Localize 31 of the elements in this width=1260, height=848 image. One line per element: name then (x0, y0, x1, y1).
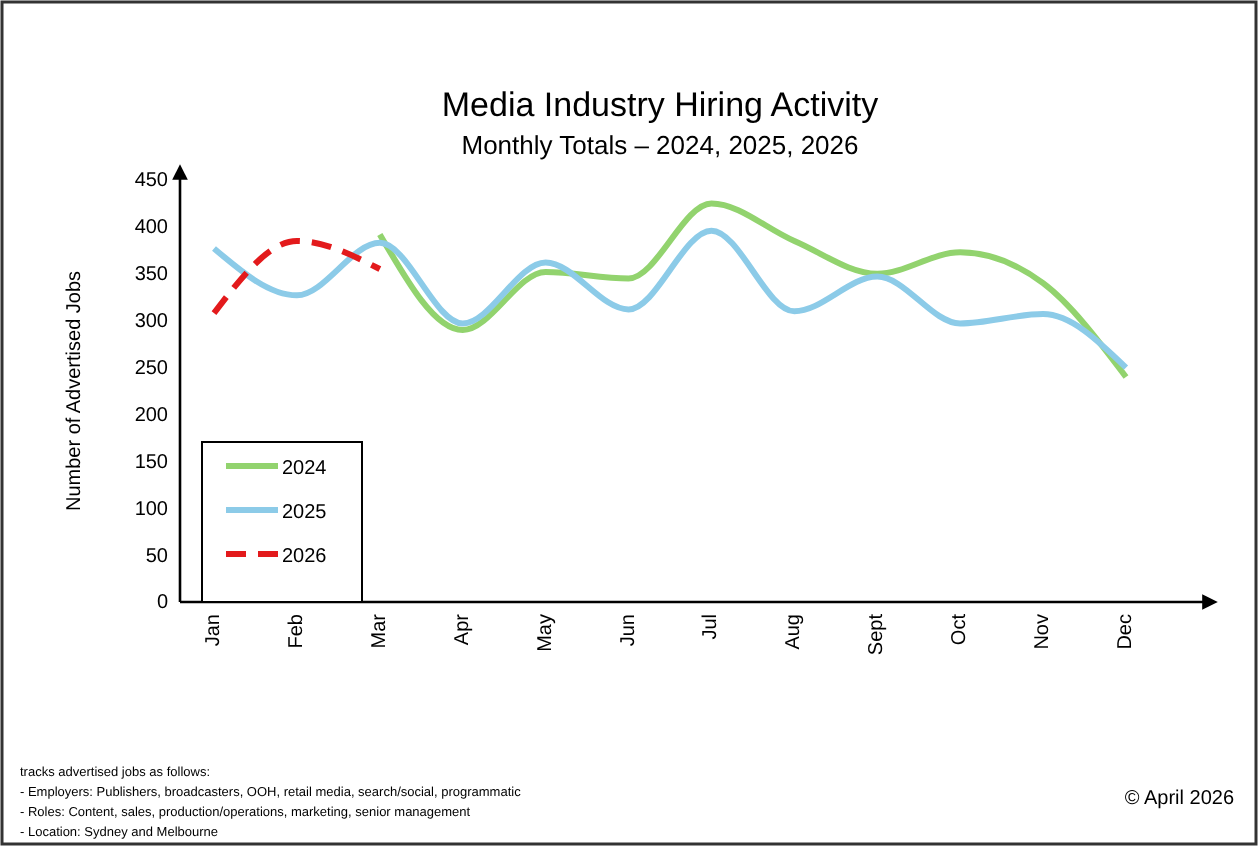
line-series (376, 200, 1129, 380)
y-tick-label: 50 (145, 545, 169, 568)
x-tick-label: Jun (617, 614, 640, 647)
y-tick-label: 350 (134, 264, 169, 287)
chart-title: Media Industry Hiring Activity (441, 86, 880, 124)
y-tick-label: 400 (134, 217, 169, 240)
legend-label: 2024 (282, 458, 328, 480)
x-tick-label: Feb (285, 613, 308, 649)
x-tick-label: Oct (949, 613, 972, 646)
y-tick-label: 200 (134, 404, 169, 427)
legend-label: 2025 (282, 502, 328, 524)
y-tick-label: 250 (134, 357, 169, 380)
y-tick-label: 0 (156, 592, 169, 615)
y-tick-label: 100 (134, 498, 169, 521)
y-tick-label: 150 (134, 451, 169, 474)
x-tick-label: May (534, 614, 557, 652)
x-tick-label: Aug (783, 614, 806, 650)
x-tick-label: Sept (866, 613, 889, 656)
line-series (211, 227, 1129, 371)
x-tick-label: Mar (368, 612, 391, 649)
y-tick-label: 300 (134, 311, 169, 334)
x-tick-label: Jul (700, 614, 723, 640)
y-tick-label: 450 (134, 170, 169, 193)
x-tick-label: Dec (1115, 614, 1137, 650)
chart-subtitle: Monthly Totals – 2024, 2025, 2026 (461, 130, 859, 160)
x-tick-label: Jan (203, 614, 225, 647)
y-axis-title: Number of Advertised Jobs (64, 270, 86, 512)
legend-label: 2026 (282, 546, 328, 568)
x-tick-label: Nov (1032, 614, 1055, 650)
text: © April 2026 (1124, 788, 1235, 810)
x-tick-label: Apr (451, 612, 474, 646)
